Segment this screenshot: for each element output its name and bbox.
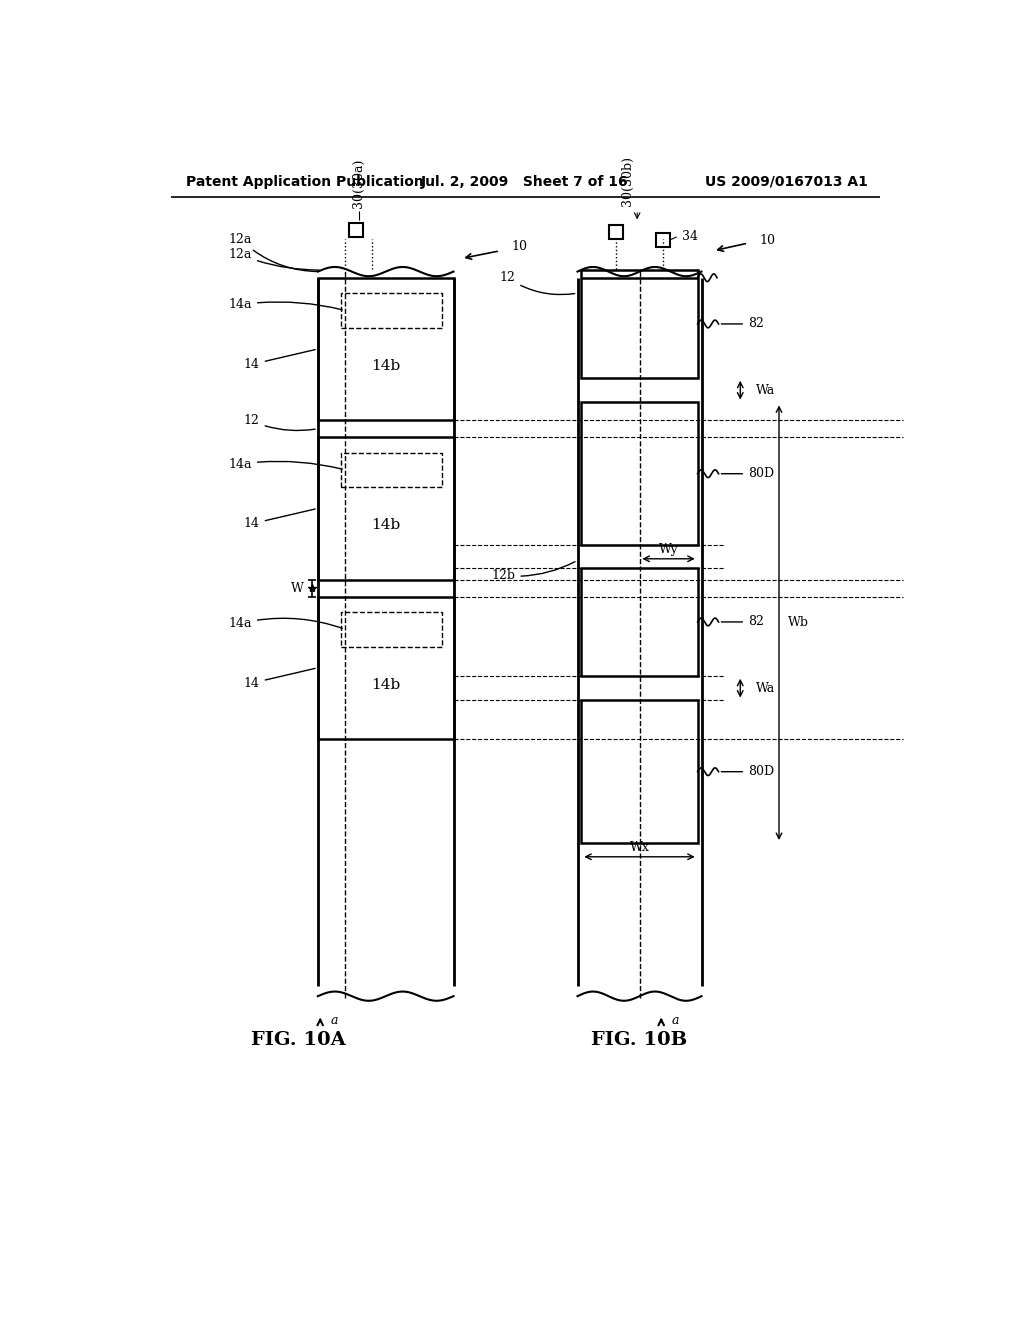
Bar — [582, 568, 697, 676]
Text: 12a: 12a — [228, 248, 318, 271]
Bar — [317, 437, 454, 579]
Text: 14b: 14b — [371, 359, 400, 374]
Text: Wx: Wx — [630, 841, 649, 854]
Text: 12: 12 — [244, 414, 315, 430]
Text: 10: 10 — [512, 240, 527, 253]
Text: US 2009/0167013 A1: US 2009/0167013 A1 — [706, 174, 868, 189]
Text: 12a: 12a — [228, 232, 316, 272]
Text: Wa: Wa — [756, 681, 775, 694]
Text: 14: 14 — [244, 350, 315, 371]
Text: 14: 14 — [244, 668, 315, 689]
Text: 14a: 14a — [228, 298, 342, 312]
Bar — [341, 453, 442, 487]
Text: 14: 14 — [244, 510, 315, 531]
Bar — [341, 612, 442, 647]
Text: 14a: 14a — [228, 458, 342, 471]
Text: 30(30b): 30(30b) — [622, 156, 635, 206]
Bar — [609, 226, 624, 239]
Text: FIG. 10B: FIG. 10B — [592, 1031, 688, 1049]
Text: Patent Application Publication: Patent Application Publication — [186, 174, 424, 189]
Text: Jul. 2, 2009   Sheet 7 of 16: Jul. 2, 2009 Sheet 7 of 16 — [421, 174, 629, 189]
Bar — [317, 277, 454, 420]
Text: 82: 82 — [721, 615, 764, 628]
Bar — [317, 597, 454, 739]
Text: a: a — [331, 1014, 338, 1027]
Text: W: W — [291, 582, 304, 594]
Text: 80D: 80D — [721, 467, 774, 480]
Text: 34: 34 — [682, 231, 698, 243]
Text: 12b: 12b — [492, 561, 575, 582]
Text: 12: 12 — [500, 271, 574, 294]
Text: 14b: 14b — [371, 519, 400, 532]
Text: 80D: 80D — [721, 766, 774, 779]
Bar — [341, 293, 442, 327]
Bar — [655, 234, 670, 247]
Text: 14a: 14a — [228, 616, 342, 630]
Text: 30(30a): 30(30a) — [352, 160, 366, 209]
Text: FIG. 10A: FIG. 10A — [251, 1031, 346, 1049]
Text: Wb: Wb — [788, 616, 809, 630]
Text: Wa: Wa — [756, 384, 775, 397]
Bar — [582, 271, 697, 378]
Text: 82: 82 — [721, 317, 764, 330]
Bar — [582, 403, 697, 545]
Text: Wy: Wy — [658, 543, 679, 556]
Text: a: a — [672, 1014, 679, 1027]
Text: 14b: 14b — [371, 678, 400, 692]
Bar — [582, 701, 697, 843]
Text: 10: 10 — [760, 234, 775, 247]
Bar — [349, 223, 362, 238]
